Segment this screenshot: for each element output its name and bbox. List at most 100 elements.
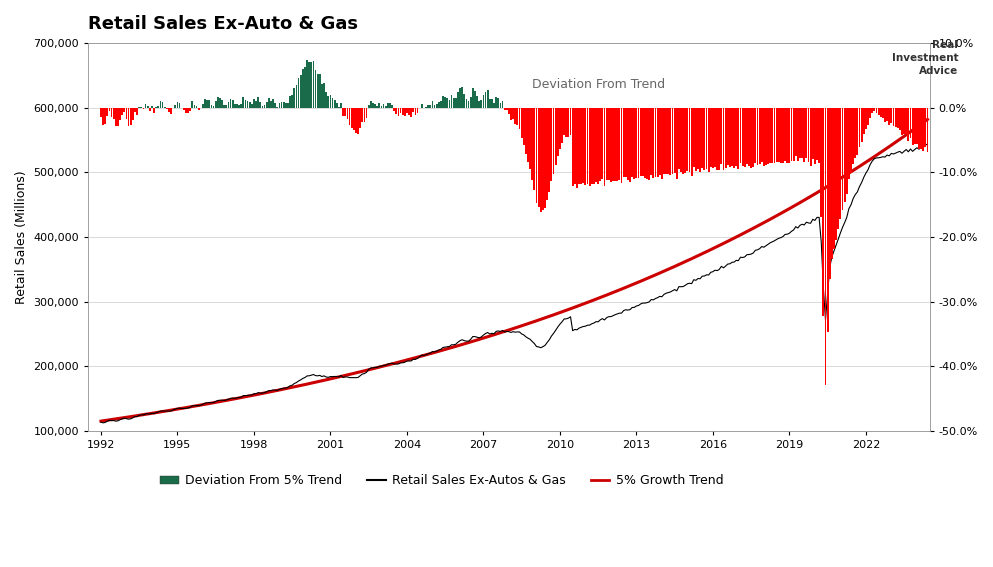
Bar [455, 98, 457, 108]
Bar [196, 106, 198, 108]
Bar [370, 101, 371, 108]
Bar [367, 105, 369, 108]
Bar [889, 108, 890, 125]
Bar [459, 88, 461, 108]
Bar [619, 108, 621, 180]
Bar [770, 108, 772, 163]
Bar [632, 108, 634, 177]
Bar [125, 108, 127, 119]
Bar [788, 108, 790, 163]
Bar [634, 108, 636, 179]
Bar [772, 108, 774, 163]
Bar [132, 108, 134, 120]
Bar [336, 103, 338, 108]
Bar [102, 108, 104, 125]
Bar [691, 108, 692, 176]
Bar [784, 108, 786, 160]
Bar [359, 108, 361, 128]
Bar [476, 96, 478, 108]
Bar [837, 108, 839, 229]
Bar [610, 108, 612, 182]
Bar [319, 74, 321, 108]
Bar [487, 90, 489, 108]
Bar [563, 108, 565, 136]
Bar [134, 108, 136, 112]
Bar [540, 108, 541, 212]
Bar [897, 108, 899, 128]
Bar [589, 108, 591, 186]
Y-axis label: Retail Sales (Millions): Retail Sales (Millions) [15, 170, 28, 304]
Bar [636, 108, 638, 177]
Bar [293, 88, 295, 108]
Bar [780, 108, 781, 163]
Bar [457, 92, 459, 108]
Bar [334, 100, 336, 108]
Bar [257, 98, 259, 108]
Bar [863, 108, 865, 134]
Bar [501, 101, 503, 108]
Bar [859, 108, 860, 147]
Bar [602, 108, 604, 179]
Bar [434, 104, 436, 108]
Bar [466, 99, 468, 108]
Bar [916, 108, 918, 143]
Bar [276, 107, 278, 108]
Bar [287, 103, 289, 108]
Bar [104, 108, 106, 124]
Bar [429, 105, 431, 108]
Bar [209, 100, 211, 108]
Bar [274, 103, 276, 108]
Bar [891, 108, 893, 122]
Bar [417, 108, 418, 113]
Bar [249, 103, 250, 108]
Bar [483, 95, 485, 108]
Bar [162, 103, 164, 108]
Bar [846, 108, 848, 194]
Bar [585, 108, 586, 185]
Bar [680, 108, 682, 172]
Bar [315, 70, 317, 108]
Bar [650, 108, 652, 175]
Bar [151, 107, 153, 108]
Bar [763, 108, 765, 166]
Bar [693, 108, 695, 167]
Bar [166, 108, 168, 109]
Bar [567, 108, 569, 137]
Bar [716, 108, 718, 170]
Bar [406, 108, 408, 113]
Bar [399, 108, 401, 113]
Bar [404, 108, 406, 116]
Bar [211, 105, 213, 108]
Bar [612, 108, 614, 181]
Bar [179, 103, 181, 108]
Bar [803, 108, 805, 162]
Bar [140, 107, 142, 108]
Bar [833, 108, 835, 249]
Bar [848, 108, 850, 179]
Bar [444, 97, 446, 108]
Bar [878, 108, 880, 115]
Bar [402, 108, 403, 115]
Bar [708, 108, 710, 172]
Bar [510, 108, 512, 120]
Bar [136, 108, 138, 115]
Bar [639, 108, 641, 176]
Bar [231, 100, 233, 108]
Bar [238, 105, 240, 108]
Bar [667, 108, 669, 174]
Bar [807, 108, 809, 162]
Bar [347, 108, 349, 119]
Bar [757, 108, 759, 164]
Bar [561, 108, 563, 143]
Bar [110, 108, 112, 117]
Bar [818, 108, 820, 163]
Bar [712, 108, 714, 168]
Bar [281, 102, 282, 108]
Bar [595, 108, 597, 181]
Bar [899, 108, 901, 130]
Bar [462, 87, 463, 108]
Bar [761, 108, 763, 162]
Bar [678, 108, 680, 170]
Bar [765, 108, 767, 165]
Bar [240, 104, 242, 108]
